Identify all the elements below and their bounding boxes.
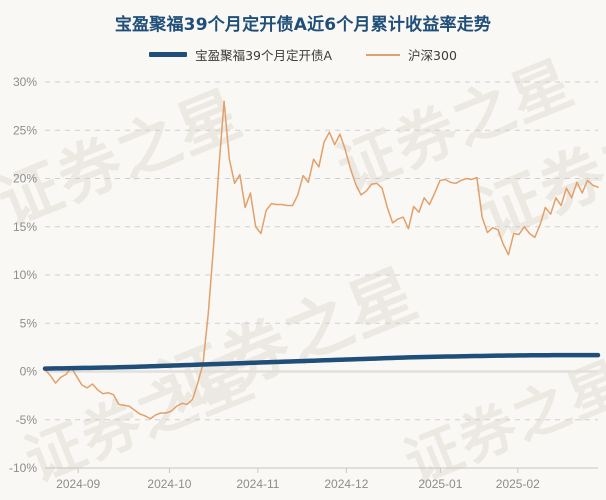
legend-item-index[interactable]: 沪深300 bbox=[366, 45, 457, 64]
y-axis-tick-label: 20% bbox=[13, 172, 37, 186]
y-axis-tick-label: 30% bbox=[13, 75, 37, 89]
x-axis-tick-label: 2025-02 bbox=[496, 477, 540, 491]
x-axis-tick-label: 2024-10 bbox=[147, 477, 191, 491]
chart-title: 宝盈聚福39个月定开债A近6个月累计收益率走势 bbox=[114, 15, 492, 35]
legend-swatch-fund-icon bbox=[149, 52, 188, 57]
legend-item-fund[interactable]: 宝盈聚福39个月定开债A bbox=[149, 45, 332, 64]
chart-legend: 宝盈聚福39个月定开债A 沪深300 bbox=[0, 45, 606, 64]
x-axis-tick-label: 2024-11 bbox=[236, 477, 279, 491]
y-axis-tick-label: 25% bbox=[13, 123, 37, 137]
x-axis-tick-label: 2025-01 bbox=[418, 477, 462, 491]
legend-label-fund: 宝盈聚福39个月定开债A bbox=[195, 48, 333, 63]
x-axis-tick-label: 2024-09 bbox=[56, 477, 100, 491]
y-axis-tick-label: 0% bbox=[20, 365, 38, 379]
y-axis-tick-label: 5% bbox=[20, 316, 38, 330]
y-axis-tick-label: -5% bbox=[16, 413, 38, 427]
y-axis-tick-labels: 30% 25% 20% 15% 10% 5% 0% -5% -10% bbox=[9, 75, 37, 475]
y-axis-tick-label: -10% bbox=[9, 461, 37, 475]
series-line-fund bbox=[42, 352, 601, 371]
y-axis-tick-label: 10% bbox=[13, 268, 37, 282]
x-axis-tick-label: 2024-12 bbox=[324, 477, 368, 491]
series-line-index bbox=[44, 100, 599, 420]
legend-label-index: 沪深300 bbox=[408, 48, 457, 63]
x-axis-tick-labels: 2024-09 2024-10 2024-11 2024-12 2025-01 2025-… bbox=[56, 468, 540, 491]
legend-swatch-index-icon bbox=[366, 53, 401, 56]
y-axis-tick-label: 15% bbox=[13, 220, 37, 234]
